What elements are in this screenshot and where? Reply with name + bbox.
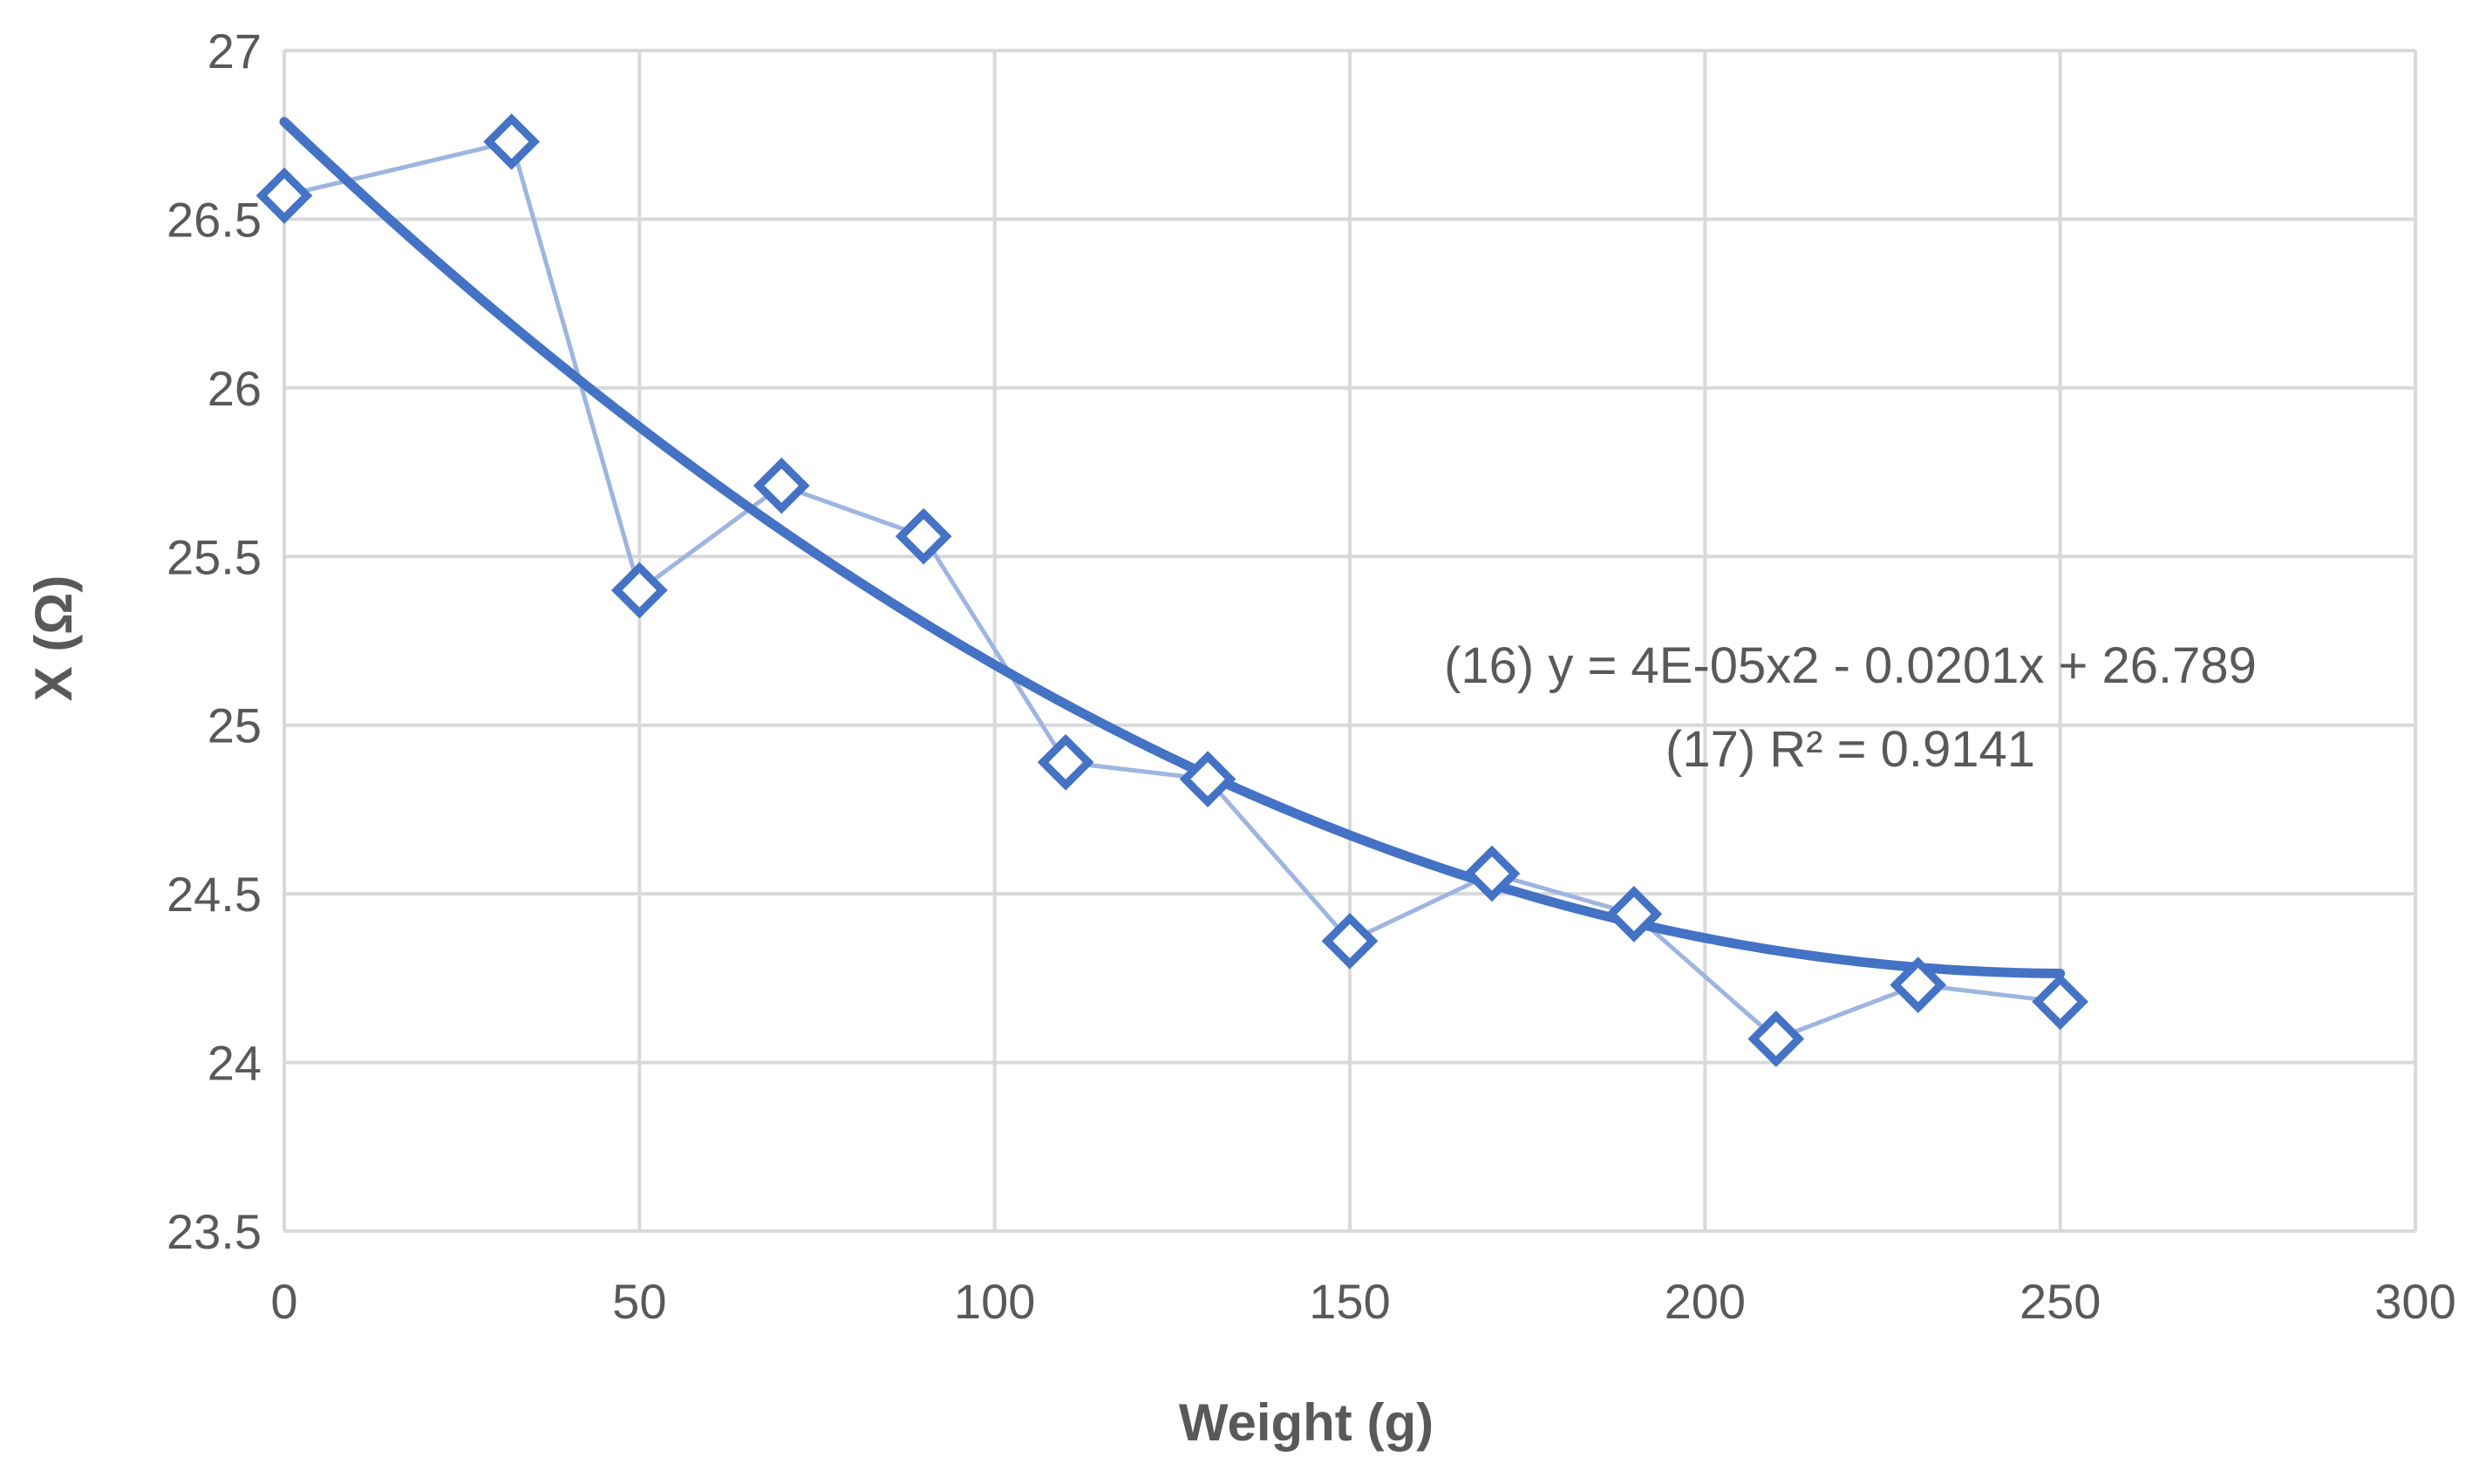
data-point [1605,885,1663,943]
x-axis-title: Weight (g) [1179,1393,1434,1452]
y-axis-title: X (Ω) [24,575,83,702]
series-segment [779,483,926,539]
y-tick-label: 25 [208,698,262,753]
data-point [1321,912,1379,970]
data-point [1890,956,1947,1013]
trendline-equation-label: (16) y = 4E-05x2 - 0.0201x + 26.789 [1444,637,2257,694]
series-segment [282,139,514,198]
series-segment [509,139,642,593]
data-point [1037,733,1094,791]
data-point [895,507,952,565]
y-tick-label: 24 [208,1036,262,1091]
trendline-layer [279,117,2066,978]
series-segment [1205,777,1352,943]
x-axis-ticks: 0 50 100 150 200 250 300 [270,1274,2455,1329]
y-tick-label: 26 [208,361,262,416]
series-segment [637,483,784,593]
data-point [483,113,541,170]
data-point [1747,1011,1805,1067]
x-tick-label: 150 [1309,1274,1390,1329]
series-segment [921,534,1068,765]
x-tick-label: 250 [2019,1274,2101,1329]
series-segment [1774,983,1921,1041]
y-tick-label: 27 [208,24,262,78]
y-tick-label: 24.5 [167,867,262,922]
grid [283,49,2417,1233]
data-point-markers [255,113,2089,1067]
trendline-r-squared-label: (17) R² = 0.9141 [1665,721,2035,778]
y-tick-label: 25.5 [167,529,262,584]
y-axis-ticks: 23.5 24 24.5 25 25.5 26 26.5 27 [167,24,262,1259]
series-connector-lines [282,139,2063,1041]
data-point [1463,845,1521,902]
y-tick-label: 23.5 [167,1204,262,1259]
series-segment [1631,911,1779,1041]
series-segment [1347,871,1495,943]
data-point [610,562,668,619]
x-tick-label: 300 [2374,1274,2455,1329]
data-point [1179,751,1236,807]
series-segment [1489,871,1637,916]
x-tick-label: 200 [1665,1274,1746,1329]
data-point [255,167,313,224]
x-tick-label: 100 [954,1274,1035,1329]
y-tick-label: 26.5 [167,192,262,247]
x-tick-label: 0 [270,1274,297,1329]
data-point [2032,973,2089,1031]
data-point [753,457,810,514]
x-tick-label: 50 [612,1274,666,1329]
trendline-curve [279,117,2066,978]
